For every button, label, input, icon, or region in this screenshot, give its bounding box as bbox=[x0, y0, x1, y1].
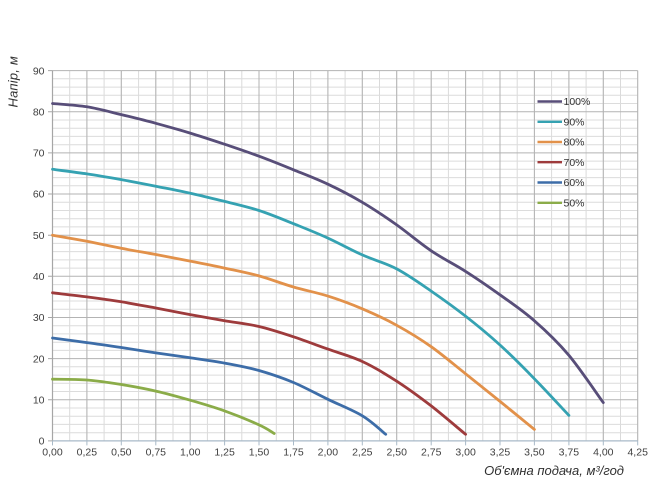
svg-text:3,25: 3,25 bbox=[490, 447, 511, 459]
svg-text:1,00: 1,00 bbox=[180, 447, 201, 459]
svg-text:60: 60 bbox=[33, 189, 45, 201]
svg-text:Об'ємна подача, м³/год: Об'ємна подача, м³/год bbox=[484, 463, 624, 478]
svg-text:2,75: 2,75 bbox=[421, 447, 442, 459]
svg-text:2,25: 2,25 bbox=[352, 447, 373, 459]
svg-text:40: 40 bbox=[33, 271, 45, 283]
svg-text:50%: 50% bbox=[564, 197, 585, 209]
svg-text:30: 30 bbox=[33, 312, 45, 324]
svg-text:90: 90 bbox=[33, 65, 45, 77]
svg-text:0,50: 0,50 bbox=[111, 447, 132, 459]
svg-text:3,50: 3,50 bbox=[524, 447, 545, 459]
svg-text:70: 70 bbox=[33, 148, 45, 160]
svg-text:1,50: 1,50 bbox=[249, 447, 270, 459]
svg-text:0,00: 0,00 bbox=[42, 447, 63, 459]
svg-text:100%: 100% bbox=[564, 96, 591, 108]
svg-text:90%: 90% bbox=[564, 117, 585, 129]
svg-text:Напір, м: Напір, м bbox=[6, 56, 21, 107]
svg-text:50: 50 bbox=[33, 230, 45, 242]
svg-text:1,25: 1,25 bbox=[214, 447, 235, 459]
svg-text:1,75: 1,75 bbox=[283, 447, 304, 459]
svg-text:2,00: 2,00 bbox=[318, 447, 339, 459]
svg-text:10: 10 bbox=[33, 395, 45, 407]
svg-text:80%: 80% bbox=[564, 137, 585, 149]
svg-text:2,50: 2,50 bbox=[386, 447, 407, 459]
svg-text:3,00: 3,00 bbox=[455, 447, 476, 459]
svg-text:4,25: 4,25 bbox=[627, 447, 648, 459]
svg-text:80: 80 bbox=[33, 106, 45, 118]
svg-text:20: 20 bbox=[33, 353, 45, 365]
svg-text:0,25: 0,25 bbox=[77, 447, 98, 459]
svg-text:0: 0 bbox=[39, 436, 45, 448]
svg-text:60%: 60% bbox=[564, 177, 585, 189]
svg-text:70%: 70% bbox=[564, 157, 585, 169]
svg-text:3,75: 3,75 bbox=[559, 447, 580, 459]
svg-text:4,00: 4,00 bbox=[593, 447, 614, 459]
svg-text:0,75: 0,75 bbox=[146, 447, 167, 459]
